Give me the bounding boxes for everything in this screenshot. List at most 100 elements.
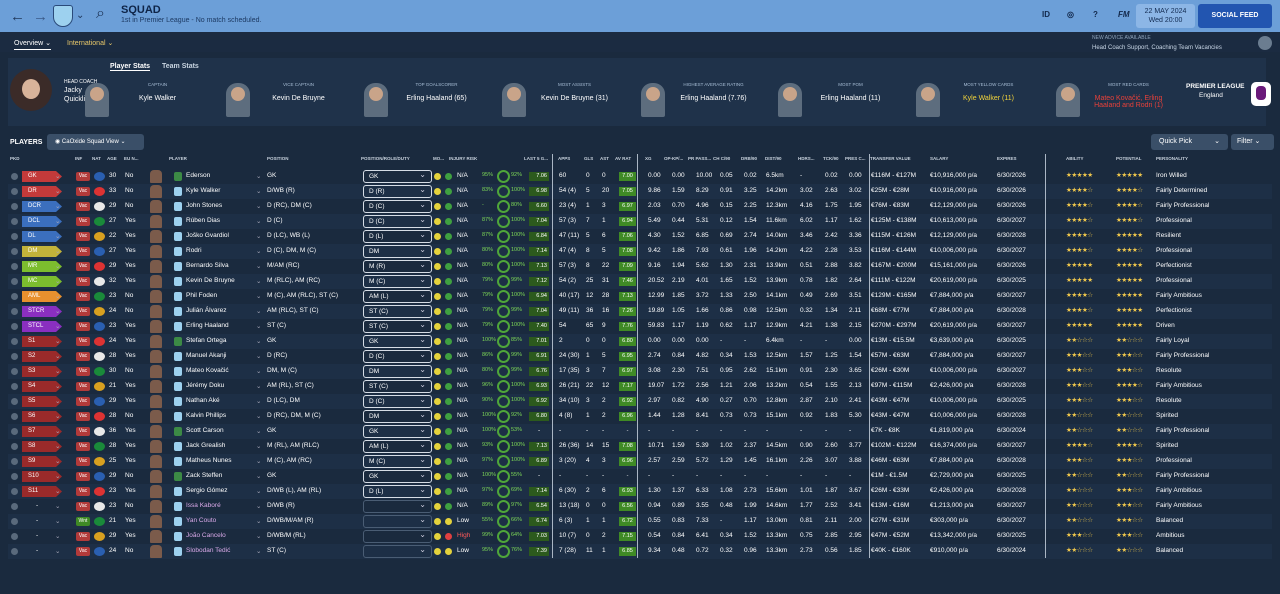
player-name-link[interactable]: Rodri bbox=[186, 247, 202, 254]
chevron-down-icon[interactable]: ⌄ bbox=[256, 218, 262, 225]
table-row[interactable]: GK⌄Vac30NoEderson⌄GKGKN/A95%92%7.0660007… bbox=[8, 169, 1272, 184]
player-name-link[interactable]: João Cancelo bbox=[186, 532, 226, 539]
chevron-down-icon[interactable]: ⌄ bbox=[256, 173, 262, 180]
column-header[interactable]: AV RAT bbox=[615, 156, 632, 161]
chevron-down-icon[interactable]: ⌄ bbox=[256, 428, 262, 435]
picked-position-badge[interactable]: S10 bbox=[22, 471, 62, 482]
chevron-down-icon[interactable]: ⌄ bbox=[55, 503, 61, 510]
table-row[interactable]: - ⌄ Vac 24 No Slobodan Tedić ⌄ ST (C) Low 95% 76% 7… bbox=[8, 544, 1272, 559]
role-duty-dropdown[interactable]: D (C) bbox=[363, 394, 432, 408]
stat-card[interactable]: MOST YELLOW CARDS Kyle Walker (11) bbox=[909, 80, 1035, 124]
player-name-link[interactable]: Scott Carson bbox=[186, 427, 224, 434]
role-duty-dropdown[interactable]: GK bbox=[363, 334, 432, 348]
view-selector[interactable]: ◉ CaOxide Squad View ⌄ bbox=[47, 134, 144, 150]
role-duty-dropdown[interactable]: GK bbox=[363, 469, 432, 483]
player-name-link[interactable]: Mateo Kovačić bbox=[186, 367, 229, 374]
chevron-down-icon[interactable]: ⌄ bbox=[256, 233, 262, 240]
role-duty-dropdown[interactable]: AM (L) bbox=[363, 439, 432, 453]
chevron-down-icon[interactable]: ⌄ bbox=[55, 218, 61, 225]
column-header[interactable]: PKD bbox=[10, 156, 20, 161]
column-header[interactable]: EU N... bbox=[124, 156, 139, 161]
role-duty-dropdown[interactable]: M (R) bbox=[363, 259, 432, 273]
column-header[interactable]: POSITION bbox=[267, 156, 289, 161]
chevron-down-icon[interactable]: ⌄ bbox=[55, 248, 61, 255]
table-row[interactable]: - ⌄ Wnt 21 Yes Yan Couto ⌄ D/WB/M/AM (R) Low 55% 6… bbox=[8, 514, 1272, 529]
quick-pick-button[interactable]: Quick Pick ⌄ bbox=[1151, 134, 1228, 150]
chevron-down-icon[interactable]: ⌄ bbox=[55, 383, 61, 390]
globe-icon[interactable]: ◎ bbox=[1067, 10, 1074, 19]
role-duty-dropdown[interactable]: M (C) bbox=[363, 274, 432, 288]
table-row[interactable]: S11 ⌄ Vac 23 Yes Sergio Gómez ⌄ D/WB (L), AM (R… bbox=[8, 484, 1272, 499]
picked-position-badge[interactable]: S11 bbox=[22, 486, 62, 497]
picked-position-badge[interactable]: DCR bbox=[22, 201, 62, 212]
selection-dot[interactable] bbox=[11, 383, 18, 390]
column-header[interactable]: TRANSFER VALUE bbox=[870, 156, 911, 161]
selection-dot[interactable] bbox=[11, 248, 18, 255]
selection-dot[interactable] bbox=[11, 518, 18, 525]
advice-notice[interactable]: NEW ADVICE AVAILABLE Head Coach Support,… bbox=[1092, 33, 1222, 53]
social-feed-button[interactable]: SOCIAL FEED bbox=[1198, 4, 1272, 28]
picked-position-badge[interactable]: STCR bbox=[22, 306, 62, 317]
table-row[interactable]: - ⌄ Vac 23 No Issa Kaboré ⌄ D/WB (R) N/A 89% 97% 6.… bbox=[8, 499, 1272, 514]
column-header[interactable]: INJURY RISK bbox=[449, 156, 478, 161]
chevron-down-icon[interactable]: ⌄ bbox=[55, 428, 61, 435]
selection-dot[interactable] bbox=[11, 488, 18, 495]
column-header[interactable]: AST bbox=[600, 156, 609, 161]
player-name-link[interactable]: Kalvin Phillips bbox=[186, 412, 227, 419]
column-header[interactable]: CH C/90 bbox=[713, 156, 731, 161]
chevron-down-icon[interactable]: ⌄ bbox=[55, 473, 61, 480]
role-duty-dropdown[interactable]: ST (C) bbox=[363, 379, 432, 393]
selection-dot[interactable] bbox=[11, 413, 18, 420]
column-header[interactable]: LAST 5 G... bbox=[524, 156, 549, 161]
stat-card[interactable]: VICE CAPTAIN Kevin De Bruyne bbox=[219, 80, 345, 124]
head-coach-avatar[interactable] bbox=[10, 69, 52, 111]
picked-position-badge[interactable]: S3 bbox=[22, 366, 62, 377]
table-row[interactable]: S4 ⌄ Vac 21 Yes Jérémy Doku ⌄ AM (RL), ST (C) ST… bbox=[8, 379, 1272, 394]
role-duty-dropdown[interactable]: ST (C) bbox=[363, 304, 432, 318]
stat-card[interactable]: MOST RED CARDS Mateo Kovačić, Erling Haal… bbox=[1049, 80, 1175, 124]
column-header[interactable]: DIST/90 bbox=[765, 156, 782, 161]
selection-dot[interactable] bbox=[11, 533, 18, 540]
column-header[interactable]: POTENTIAL bbox=[1116, 156, 1142, 161]
picked-position-badge[interactable]: MR bbox=[22, 261, 62, 272]
player-name-link[interactable]: Joško Gvardiol bbox=[186, 232, 229, 239]
picked-position-badge[interactable]: GK bbox=[22, 171, 62, 182]
table-row[interactable]: STCL ⌄ Vac 23 Yes Erling Haaland ⌄ ST (C) ST (C)… bbox=[8, 319, 1272, 334]
role-duty-dropdown[interactable]: D (R) bbox=[363, 184, 432, 198]
player-name-link[interactable]: Bernardo Silva bbox=[186, 262, 229, 269]
player-name-link[interactable]: Yan Couto bbox=[186, 517, 217, 524]
selection-dot[interactable] bbox=[11, 173, 18, 180]
chevron-down-icon[interactable]: ⌄ bbox=[256, 548, 262, 555]
selection-dot[interactable] bbox=[11, 503, 18, 510]
chevron-down-icon[interactable]: ⌄ bbox=[55, 458, 61, 465]
advisor-avatar[interactable] bbox=[1258, 36, 1272, 50]
selection-dot[interactable] bbox=[11, 323, 18, 330]
fm-logo-icon[interactable]: FM bbox=[1118, 10, 1130, 19]
column-header[interactable]: PR PASS... bbox=[688, 156, 712, 161]
selection-dot[interactable] bbox=[11, 473, 18, 480]
role-duty-dropdown[interactable]: D (C) bbox=[363, 199, 432, 213]
selection-dot[interactable] bbox=[11, 458, 18, 465]
player-name-link[interactable]: Manuel Akanji bbox=[186, 352, 227, 359]
column-header[interactable]: NAT bbox=[92, 156, 101, 161]
filter-button[interactable]: Filter ⌄ bbox=[1231, 134, 1274, 150]
id-icon[interactable]: ID bbox=[1042, 10, 1050, 19]
player-name-link[interactable]: Rúben Dias bbox=[186, 217, 220, 224]
picked-position-badge[interactable]: S9 bbox=[22, 456, 62, 467]
stat-card[interactable]: CAPTAIN Kyle Walker bbox=[78, 80, 204, 124]
table-row[interactable]: - ⌄ Vac 29 Yes João Cancelo ⌄ D/WB/M (RL) High 99… bbox=[8, 529, 1272, 544]
chevron-down-icon[interactable]: ⌄ bbox=[55, 368, 61, 375]
back-arrow-icon[interactable]: ← bbox=[10, 8, 25, 25]
role-duty-dropdown[interactable]: GK bbox=[363, 424, 432, 438]
table-row[interactable]: DCR ⌄ Vac 29 No John Stones ⌄ D (RC), DM (C) D (… bbox=[8, 199, 1272, 214]
player-name-link[interactable]: Ederson bbox=[186, 172, 211, 179]
stat-card[interactable]: MOST ASSISTS Kevin De Bruyne (31) bbox=[495, 80, 621, 124]
help-icon[interactable]: ? bbox=[1093, 10, 1098, 19]
table-row[interactable]: S8 ⌄ Vac 28 Yes Jack Grealish ⌄ M (RL), AM (RLC… bbox=[8, 439, 1272, 454]
